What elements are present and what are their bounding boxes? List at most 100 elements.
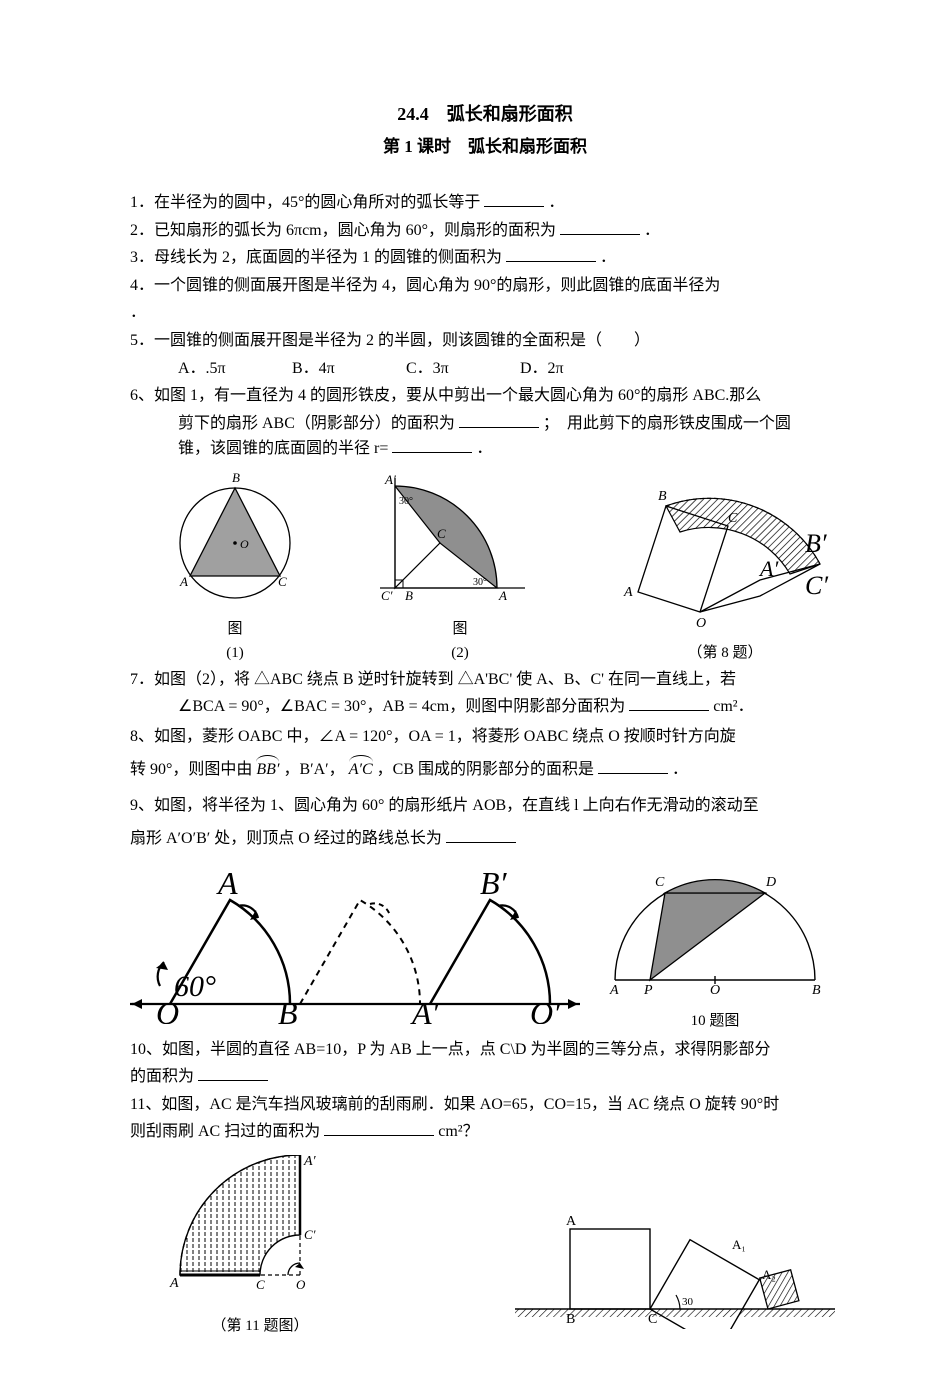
q5-d: D．2π [520,356,630,382]
figure-3: O A B C A′ B′ C′ （第 8 题） [610,472,840,665]
svg-text:P: P [643,983,653,998]
figure-1: O B A C 图 (1) [160,468,310,665]
svg-text:B: B [658,489,667,504]
svg-text:C: C [278,574,287,589]
svg-text:B: B [812,983,821,998]
q8b-pre: 转 90°，则图中由 [130,761,252,778]
svg-text:A: A [498,588,507,603]
figure-q10: A P O B C D 10 题图 [600,860,830,1033]
svg-text:A: A [566,1214,577,1229]
q7b: ∠BCA = 90°，∠BAC = 30°，AB = 4cm，则图中阴影部分面积… [178,698,625,715]
q6b: 剪下的扇形 ABC（阴影部分）的面积为 [178,415,455,432]
svg-text:C: C [437,526,446,541]
q7b-line: ∠BCA = 90°，∠BAC = 30°，AB = 4cm，则图中阴影部分面积… [130,694,840,720]
svg-text:O: O [710,983,720,998]
figure-row-1: O B A C 图 (1) [160,468,840,665]
svg-text:D: D [765,875,776,890]
q8b-mid2: ，CB 围成的阴影部分的面积是 [377,761,594,778]
figure-q12: A B C A₁ A₂ 30 [510,1169,840,1338]
figure-q9: 60° A O B A′ B′ O′ [130,864,580,1033]
svg-text:60°: 60° [174,970,216,1003]
q10-blank [198,1064,268,1081]
q4b: ． [130,300,840,326]
svg-text:A₁: A₁ [732,1237,746,1252]
svg-text:O: O [296,1277,306,1292]
q6b-blank [459,411,539,428]
q8b-line: 转 90°，则图中由 BB′ ，B′A′， A′C ，CB 围成的阴影部分的面积… [130,757,840,783]
q7-blank [629,694,709,711]
q9-blank [446,826,516,843]
q6c: ； 用此剪下的扇形铁皮围成一个圆 [543,415,791,432]
arc-apc: A′C [349,757,373,783]
q5: 5．一圆锥的侧面展开图是半径为 2 的半圆，则该圆锥的全面积是（ ） [130,328,840,354]
q4a: 4．一个圆锥的侧面展开图是半径为 4，圆心角为 90°的扇形，则此圆锥的底面半径… [130,273,840,299]
q5-choices: A．.5π B．4π C．3π D．2π [130,356,840,382]
q7a: 7．如图（2），将 △ABC 绕点 B 逆时针旋转到 △A'BC' 使 A、B、… [130,667,840,693]
svg-text:B: B [232,470,240,485]
q3: 3．母线长为 2，底面圆的半径为 1 的圆锥的侧面积为 ． [130,245,840,271]
svg-text:30°: 30° [473,577,487,588]
q1-blank [484,190,544,207]
svg-text:A′: A′ [410,995,440,1024]
q10b: 的面积为 [130,1068,194,1085]
q6d: 锥，该圆锥的底面圆的半径 r= [178,440,388,457]
q2-blank [560,218,640,235]
svg-text:A′: A′ [384,472,396,487]
q11c: cm²？ [438,1123,478,1140]
svg-text:B: B [405,588,413,603]
q6b-line: 剪下的扇形 ABC（阴影部分）的面积为 ； 用此剪下的扇形铁皮围成一个圆 [130,411,840,437]
q7c: cm²． [713,698,753,715]
q3-blank [506,245,596,262]
q8b-mid1: ，B′A′， [283,761,344,778]
svg-text:B′: B′ [805,529,827,558]
svg-text:A′: A′ [758,556,779,581]
q10b-line: 的面积为 [130,1064,840,1090]
svg-text:C′: C′ [304,1227,316,1242]
q9b-line: 扇形 A′O′B′ 处，则顶点 O 经过的路线总长为 [130,826,840,852]
figure-row-3: A C O A′ C′ （第 11 题图） [160,1155,840,1338]
q1-text: 1．在半径为的圆中，45°的圆心角所对的弧长等于 [130,194,480,211]
svg-text:O: O [156,995,179,1024]
q1: 1．在半径为的圆中，45°的圆心角所对的弧长等于 ． [130,190,840,216]
q6d-blank [392,436,472,453]
fig-q10-caption: 10 题图 [600,1009,830,1033]
q9b: 扇形 A′O′B′ 处，则顶点 O 经过的路线总长为 [130,830,442,847]
svg-text:A: A [179,574,188,589]
figure-q11: A C O A′ C′ （第 11 题图） [160,1155,360,1338]
svg-text:30°: 30° [399,496,413,507]
svg-text:C: C [648,1312,657,1327]
page-title: 24.4 弧长和扇形面积 [130,100,840,129]
figure-row-2: 60° A O B A′ B′ O′ [130,860,840,1033]
q6a: 6、如图 1，有一直径为 4 的圆形铁皮，要从中剪出一个最大圆心角为 60°的扇… [130,383,840,409]
svg-text:C: C [728,511,738,526]
svg-text:A₂: A₂ [762,1267,776,1282]
q2: 2．已知扇形的弧长为 6πcm，圆心角为 60°，则扇形的面积为 ． [130,218,840,244]
q6e: ． [476,440,492,457]
svg-text:C: C [256,1277,265,1292]
q10a: 10、如图，半圆的直径 AB=10，P 为 AB 上一点，点 C\D 为半圆的三… [130,1037,840,1063]
q11b-line: 则刮雨刷 AC 扫过的面积为 cm²？ [130,1119,840,1145]
fig3-caption: （第 8 题） [610,641,840,665]
q5-a: A．.5π [178,356,288,382]
fig2-caption: 图 (2) [375,617,545,665]
q8a: 8、如图，菱形 OABC 中，∠A = 120°，OA = 1，将菱形 OABC… [130,724,840,750]
svg-text:30: 30 [682,1296,694,1308]
svg-text:O′: O′ [530,995,561,1024]
q1-end: ． [548,194,564,211]
q2-end: ． [644,222,660,239]
svg-text:A: A [609,983,619,998]
svg-text:A: A [169,1276,179,1291]
fig1-caption: 图 (1) [160,617,310,665]
q2-text: 2．已知扇形的弧长为 6πcm，圆心角为 60°，则扇形的面积为 [130,222,556,239]
q6d-line: 锥，该圆锥的底面圆的半径 r= ． [130,436,840,462]
svg-text:A′: A′ [303,1155,317,1169]
q11b: 则刮雨刷 AC 扫过的面积为 [130,1123,320,1140]
q8a-text: 8、如图，菱形 OABC 中，∠A = 120°，OA = 1，将菱形 OABC… [130,728,736,745]
arc-bbp: BB′ [256,757,279,783]
svg-text:B: B [566,1312,575,1327]
svg-text:O: O [696,616,706,631]
figure-2: 30° 30° A′ C′ B C A 图 (2) [375,468,545,665]
q3-end: ． [600,249,616,266]
svg-text:C: C [655,875,665,890]
q11-blank [324,1119,434,1136]
